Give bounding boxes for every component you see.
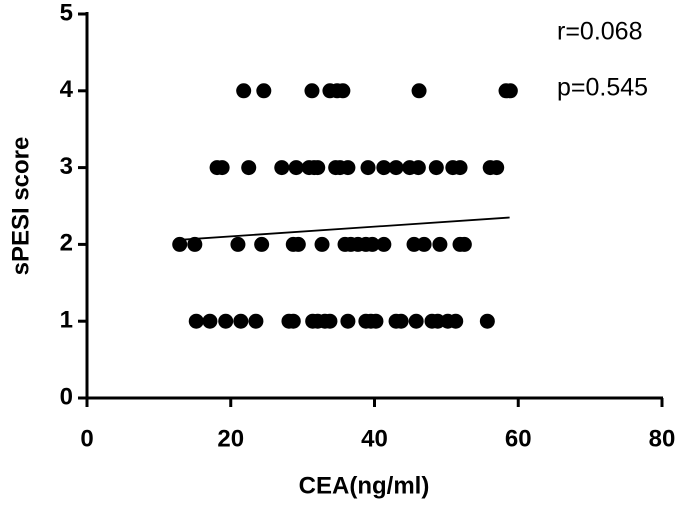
point — [340, 160, 356, 176]
point — [388, 160, 404, 176]
point — [314, 236, 330, 252]
point — [290, 236, 306, 252]
point — [202, 313, 218, 329]
point — [360, 160, 376, 176]
point — [230, 236, 246, 252]
point — [416, 236, 432, 252]
point — [304, 83, 320, 99]
point — [376, 160, 392, 176]
y-tick-label: 0 — [60, 383, 73, 410]
x-tick-label: 40 — [361, 425, 388, 452]
annotation: p=0.545 — [557, 74, 648, 102]
x-tick-label: 60 — [505, 425, 532, 452]
point — [214, 160, 230, 176]
point — [376, 236, 392, 252]
y-tick-label: 1 — [60, 307, 73, 334]
x-tick-label: 20 — [217, 425, 244, 452]
point — [393, 313, 409, 329]
point — [254, 236, 270, 252]
y-tick-label: 4 — [60, 76, 74, 103]
point — [187, 236, 203, 252]
y-tick-label: 2 — [60, 230, 73, 257]
point — [172, 236, 188, 252]
point — [479, 313, 495, 329]
y-axis-title: sPESI score — [7, 137, 34, 276]
y-tick-label: 3 — [60, 153, 73, 180]
x-tick-label: 0 — [80, 425, 93, 452]
point — [432, 236, 448, 252]
point — [233, 313, 249, 329]
point — [248, 313, 264, 329]
y-tick-label: 5 — [60, 0, 73, 26]
point — [335, 83, 351, 99]
point — [428, 160, 444, 176]
point — [256, 83, 272, 99]
point — [448, 313, 464, 329]
point — [408, 313, 424, 329]
point — [456, 236, 472, 252]
point — [310, 160, 326, 176]
annotation: r=0.068 — [557, 18, 643, 46]
point — [489, 160, 505, 176]
point — [410, 160, 426, 176]
point — [241, 160, 257, 176]
point — [452, 160, 468, 176]
point — [368, 313, 384, 329]
point — [288, 160, 304, 176]
point — [411, 83, 427, 99]
point — [188, 313, 204, 329]
x-tick-label: 80 — [649, 425, 676, 452]
point — [285, 313, 301, 329]
point — [322, 313, 338, 329]
point — [236, 83, 252, 99]
point — [364, 236, 380, 252]
x-axis-title: CEA(ng/ml) — [299, 472, 430, 499]
point — [274, 160, 290, 176]
point — [502, 83, 518, 99]
fit-line — [180, 216, 510, 241]
point — [340, 313, 356, 329]
point — [218, 313, 234, 329]
